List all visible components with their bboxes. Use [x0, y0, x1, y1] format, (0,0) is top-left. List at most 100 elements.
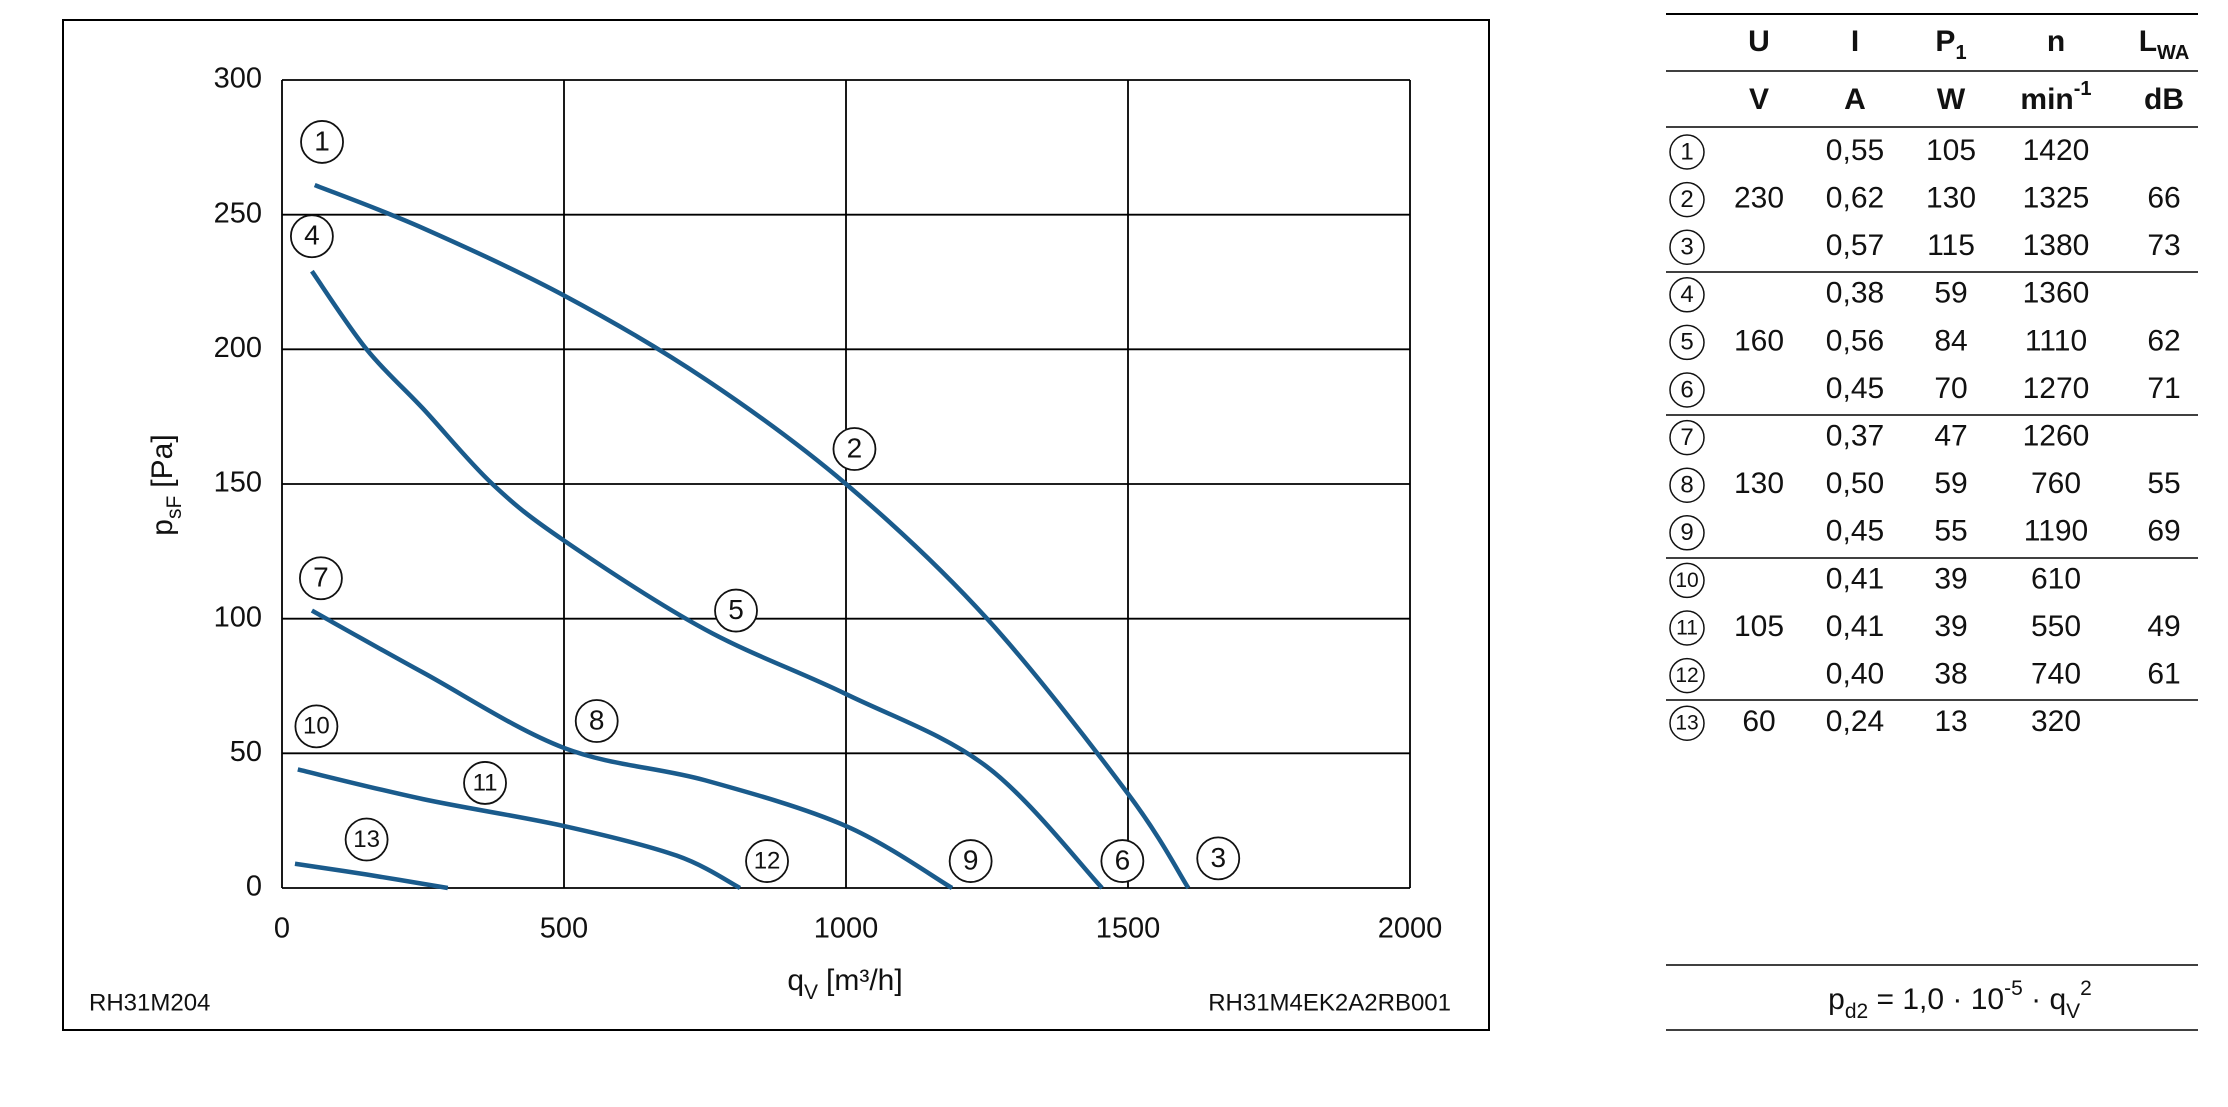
formula-text: · q [2023, 983, 2066, 1016]
annotation-circle [714, 588, 758, 633]
row-number: 12 [1675, 664, 1698, 687]
y-tick-label: 250 [214, 197, 262, 229]
table-cell: 0,45 [1826, 372, 1884, 405]
x-axis-label-subscript: V [804, 981, 818, 1004]
table-cell: 70 [1934, 372, 1967, 405]
row-number: 10 [1675, 569, 1698, 592]
annotation-circle [1196, 836, 1241, 881]
curve [310, 608, 954, 890]
curve [297, 767, 742, 891]
annotation-circle [463, 761, 507, 805]
row-number-circle [1669, 657, 1705, 694]
row-number-circle [1669, 515, 1705, 551]
cell-text: P [1935, 25, 1955, 58]
table-cell: A [1844, 83, 1866, 116]
cell-text: min [2020, 83, 2073, 116]
formula-text: = 1,0 · 10 [1868, 983, 2004, 1016]
table-cell: 610 [2031, 562, 2081, 595]
table-cell: 0,38 [1826, 277, 1884, 310]
table-cell: 69 [2147, 515, 2180, 548]
x-tick-label: 500 [540, 913, 588, 945]
row-number-circle [1669, 705, 1705, 741]
table-cell: 760 [2031, 467, 2081, 500]
table-cell: 1380 [2023, 229, 2090, 262]
table-cell: 0,45 [1826, 515, 1884, 548]
table-cell: W [1937, 83, 1966, 116]
annotation-label: 13 [353, 826, 380, 853]
x-axis-label: qV [m³/h] [787, 964, 902, 1004]
cell-sup: -1 [2074, 78, 2092, 100]
annotation-circle [300, 120, 344, 164]
row-number: 7 [1680, 424, 1693, 451]
x-tick-label: 1000 [814, 913, 879, 945]
x-axis-label-symbol: q [787, 964, 804, 997]
table-cell: V [1749, 83, 1769, 116]
annotation-circle [948, 839, 993, 883]
y-axis-label: psF [Pa] [146, 434, 186, 535]
row-number-circle [1669, 324, 1705, 361]
annotation-label: 9 [963, 844, 979, 875]
table-cell: 59 [1934, 467, 1967, 500]
annotation-label: 7 [313, 562, 329, 593]
table-cell: 49 [2147, 610, 2180, 643]
y-tick-label: 50 [230, 736, 262, 768]
table-cell: 1190 [2024, 515, 2089, 548]
cell-text: L [2139, 25, 2157, 58]
table-cell: 0,37 [1826, 420, 1884, 453]
x-tick-label: 2000 [1378, 913, 1443, 945]
table-cell: 130 [1926, 182, 1976, 215]
table-cell: 1270 [2023, 372, 2090, 405]
annotation-label: 12 [754, 847, 781, 874]
formula-sub: d2 [1845, 1000, 1868, 1023]
row-number-circle [1669, 229, 1705, 265]
annotation-label: 5 [728, 594, 744, 625]
curve [294, 861, 449, 891]
table-cell: LWA [2139, 25, 2190, 64]
cell-sub: 1 [1955, 42, 1966, 64]
y-axis-label-unit: [Pa] [146, 434, 179, 487]
table-cell: 115 [1927, 229, 1975, 262]
formula: pd2 = 1,0 · 10-5 · qV2 [1828, 977, 2092, 1023]
table-cell: 230 [1734, 182, 1784, 215]
table-cell: 71 [2147, 372, 2180, 405]
footer-left: RH31M204 [89, 989, 210, 1016]
table-cell: 0,57 [1826, 229, 1884, 262]
table-cell: 105 [1734, 610, 1784, 643]
table-cell: 39 [1934, 610, 1967, 643]
formula-sub: V [2066, 1000, 2080, 1023]
row-number: 5 [1680, 329, 1693, 356]
table-cell: P1 [1935, 25, 1966, 64]
table-cell: 0,56 [1826, 324, 1884, 357]
row-number: 8 [1680, 472, 1693, 499]
row-number: 3 [1680, 234, 1693, 261]
annotation-circle [344, 817, 389, 862]
annotation-circle [832, 427, 877, 471]
table-cell: 55 [2147, 467, 2180, 500]
annotation-circle [289, 214, 334, 259]
table-cell: 130 [1734, 467, 1784, 500]
x-tick-label: 1500 [1096, 913, 1161, 945]
y-tick-label: 0 [246, 871, 262, 903]
row-number-circle [1669, 610, 1705, 646]
table-cell: 0,55 [1826, 134, 1884, 167]
row-number-circle [1669, 372, 1705, 408]
annotation-label: 4 [304, 220, 320, 251]
annotation-label: 6 [1115, 844, 1131, 875]
table-cell: 1110 [2025, 324, 2087, 357]
y-tick-label: 300 [214, 63, 262, 95]
footer-right: RH31M4EK2A2RB001 [1208, 989, 1451, 1016]
table-cell: 0,41 [1826, 610, 1884, 643]
table-cell: 39 [1934, 562, 1967, 595]
table-cell: 740 [2031, 658, 2081, 691]
row-number-circle [1669, 181, 1705, 218]
formula-sup: -5 [2004, 977, 2023, 1000]
table-cell: 66 [2147, 182, 2180, 215]
table-cell: 60 [1742, 705, 1775, 738]
annotation-label: 1 [314, 125, 330, 156]
row-number-circle [1669, 419, 1705, 456]
row-number: 4 [1680, 281, 1693, 308]
y-tick-label: 200 [214, 332, 262, 364]
annotation-circle [294, 704, 339, 749]
table-cell: min-1 [2020, 78, 2091, 116]
table-cell: n [2047, 25, 2065, 58]
